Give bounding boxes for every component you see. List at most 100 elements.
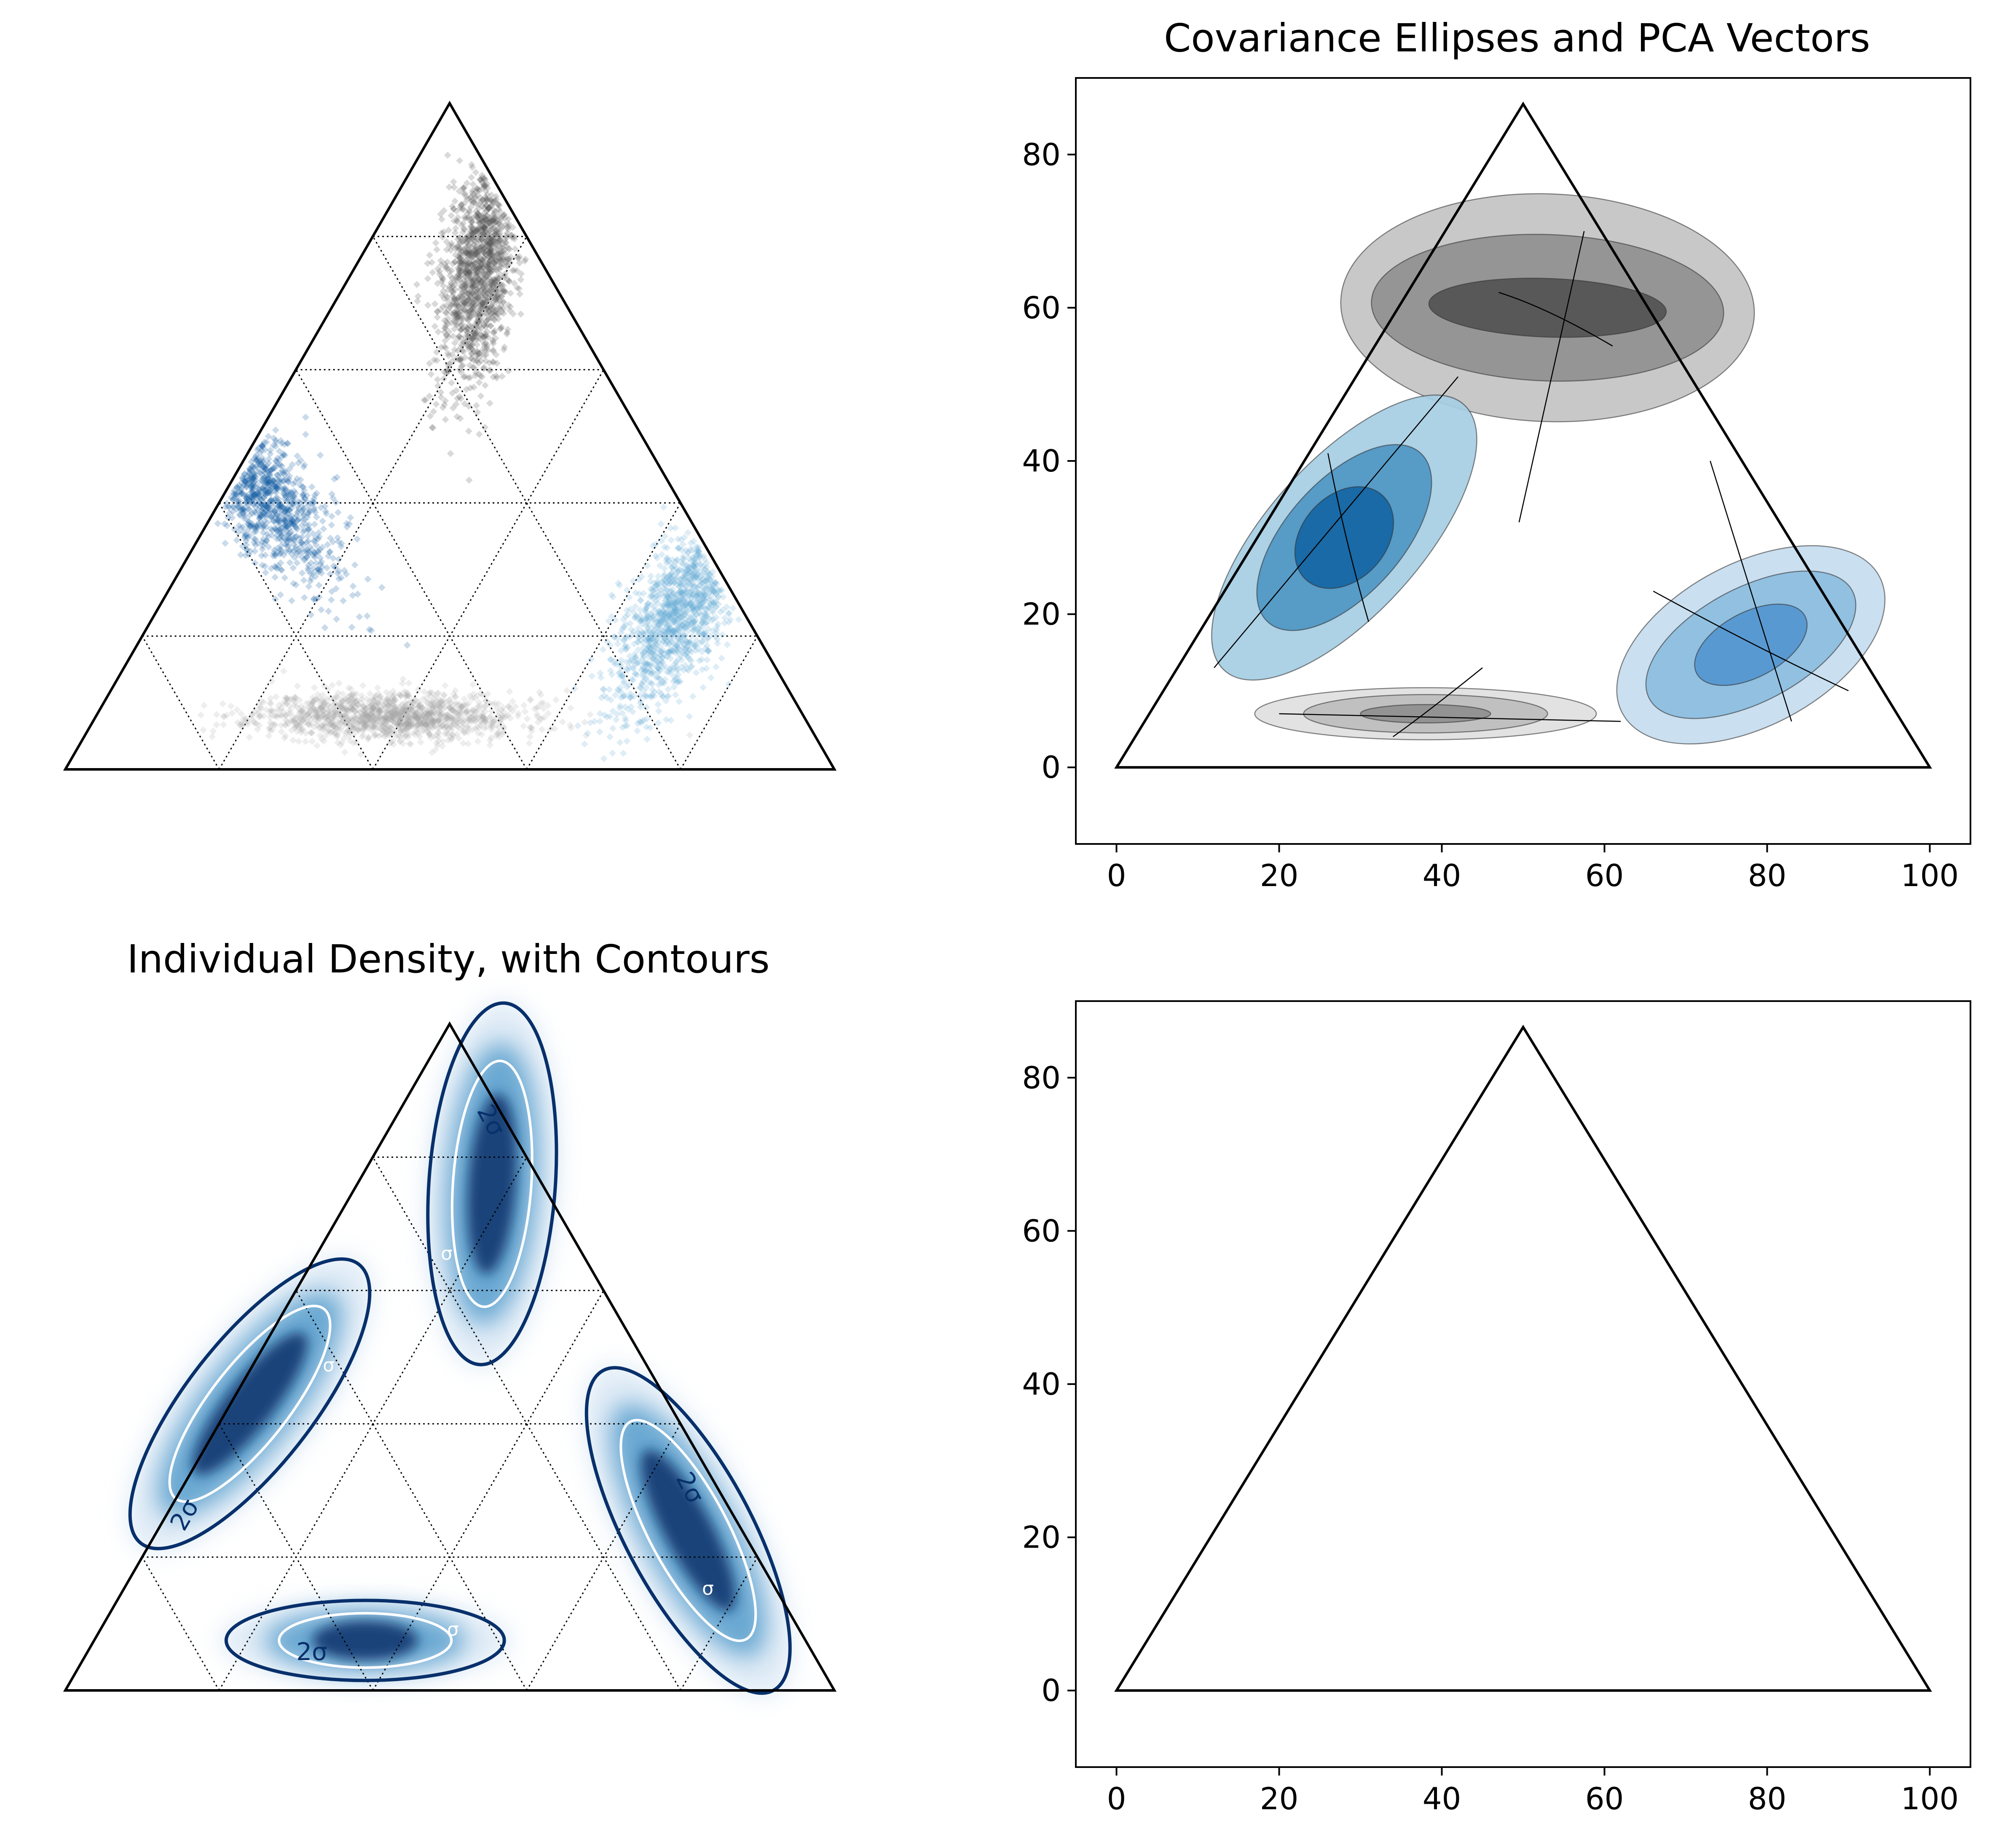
covariance-panel: Covariance Ellipses and PCA Vectors 0 20 4… xyxy=(1022,16,1971,893)
scatter-point xyxy=(350,712,358,720)
scatter-point xyxy=(347,514,354,521)
scatter-point xyxy=(373,724,380,732)
y-tick-label: 40 xyxy=(1022,1366,1061,1402)
scatter-point xyxy=(415,713,423,721)
scatter-point xyxy=(365,700,373,707)
scatter-point xyxy=(380,702,388,709)
scatter-point xyxy=(391,711,399,718)
scatter-point xyxy=(511,245,519,253)
scatter-point xyxy=(346,732,353,740)
scatter-point xyxy=(213,721,220,728)
scatter-point xyxy=(552,696,560,704)
scatter-point xyxy=(365,733,373,741)
scatter-point xyxy=(404,706,411,713)
scatter-point xyxy=(317,697,324,704)
scatter-point xyxy=(614,640,622,648)
scatter-point xyxy=(712,663,720,671)
scatter-point xyxy=(718,654,725,662)
scatter-point xyxy=(655,707,662,715)
scatter-point xyxy=(616,739,624,746)
scatter-point xyxy=(220,721,227,728)
scatter-point xyxy=(413,714,420,722)
scatter-point xyxy=(330,701,337,708)
scatter-point xyxy=(468,718,476,726)
scatter-point xyxy=(302,413,309,421)
scatter-point xyxy=(474,714,482,722)
scatter-point xyxy=(496,717,504,725)
scatter-point xyxy=(527,723,534,731)
scatter-point xyxy=(376,712,383,719)
scatter-point xyxy=(416,717,424,724)
scatter-point xyxy=(366,697,374,704)
scatter-point xyxy=(281,732,289,740)
scatter-point xyxy=(427,370,435,378)
scatter-point xyxy=(349,582,357,590)
scatter-point xyxy=(280,667,287,675)
scatter-point xyxy=(567,704,574,712)
scatter-point xyxy=(272,693,280,701)
scatter-point xyxy=(468,709,475,717)
scatter-point xyxy=(348,705,356,713)
scatter-point xyxy=(332,720,339,727)
scatter-point xyxy=(676,698,683,705)
scatter-point xyxy=(317,606,325,613)
scatter-point xyxy=(401,705,408,712)
scatter-point xyxy=(456,717,464,725)
scatter-point xyxy=(496,714,504,721)
scatter-point xyxy=(271,573,279,581)
scatter-point xyxy=(432,400,440,408)
scatter-point xyxy=(426,688,434,696)
scatter-point xyxy=(464,707,471,715)
scatter-point xyxy=(381,722,389,730)
scatter-point xyxy=(241,720,248,728)
scatter-point xyxy=(342,714,350,721)
empty-triangle xyxy=(1114,1025,1932,1692)
scatter-point xyxy=(520,722,527,730)
scatter-point xyxy=(369,696,376,704)
scatter-point xyxy=(227,702,235,710)
contour-label: σ xyxy=(441,1243,453,1264)
scatter-point xyxy=(438,215,445,223)
scatter-point xyxy=(397,714,405,721)
scatter-point xyxy=(288,597,295,605)
scatter-point xyxy=(359,703,367,710)
scatter-point xyxy=(307,611,315,619)
scatter-point xyxy=(707,674,715,681)
scatter-point xyxy=(291,702,298,710)
scatter-point xyxy=(516,290,524,298)
empty-axes-box xyxy=(1075,1000,1971,1768)
scatter-point xyxy=(303,717,311,724)
scatter-point xyxy=(300,576,308,584)
scatter-point xyxy=(481,423,489,431)
scatter-point xyxy=(397,705,405,712)
scatter-point xyxy=(383,728,391,736)
y-tick-label: 80 xyxy=(1022,137,1061,172)
scatter-point xyxy=(667,717,675,724)
scatter-point xyxy=(625,594,633,601)
scatter-point xyxy=(440,691,448,699)
scatter-point xyxy=(660,504,667,511)
scatter-point xyxy=(320,525,327,533)
scatter-point xyxy=(299,725,306,733)
scatter-point xyxy=(637,596,644,604)
scatter-point xyxy=(581,740,588,748)
scatter-point xyxy=(314,711,321,718)
scatter-point xyxy=(399,675,407,683)
scatter-point xyxy=(345,726,353,734)
scatter-point xyxy=(208,733,216,740)
scatter-point xyxy=(354,697,362,704)
scatter-point xyxy=(349,702,357,710)
scatter-point xyxy=(414,297,421,305)
scatter-point xyxy=(382,725,390,732)
scatter-point xyxy=(422,715,429,722)
scatter-point xyxy=(643,736,651,743)
scatter-point xyxy=(432,702,440,709)
scatter-point xyxy=(686,731,694,739)
scatter-point xyxy=(219,700,227,707)
scatter-point xyxy=(700,684,707,691)
scatter-point xyxy=(459,739,467,747)
scatter-point xyxy=(281,694,289,702)
scatter-point xyxy=(365,703,372,711)
y-tick-label: 20 xyxy=(1022,597,1061,632)
scatter-point xyxy=(434,376,441,383)
